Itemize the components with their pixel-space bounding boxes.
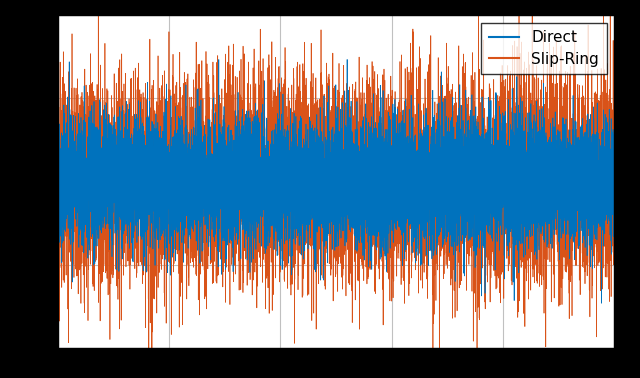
Direct bbox=[343, 57, 351, 62]
Slip-Ring bbox=[611, 131, 618, 135]
Slip-Ring bbox=[163, 223, 171, 228]
Slip-Ring bbox=[77, 129, 84, 133]
Slip-Ring bbox=[581, 204, 589, 208]
Slip-Ring bbox=[54, 233, 61, 238]
Direct bbox=[611, 159, 618, 164]
Slip-Ring bbox=[145, 369, 153, 373]
Direct bbox=[163, 181, 171, 186]
Slip-Ring bbox=[326, 173, 333, 177]
Direct bbox=[56, 201, 64, 206]
Legend: Direct, Slip-Ring: Direct, Slip-Ring bbox=[481, 23, 607, 74]
Slip-Ring bbox=[56, 180, 64, 184]
Direct bbox=[581, 166, 589, 171]
Direct bbox=[598, 301, 605, 305]
Line: Slip-Ring: Slip-Ring bbox=[58, 0, 614, 371]
Slip-Ring bbox=[87, 134, 95, 138]
Direct bbox=[54, 164, 61, 168]
Direct bbox=[326, 172, 333, 177]
Line: Direct: Direct bbox=[58, 59, 614, 303]
Direct bbox=[77, 169, 84, 174]
Direct bbox=[87, 193, 95, 197]
